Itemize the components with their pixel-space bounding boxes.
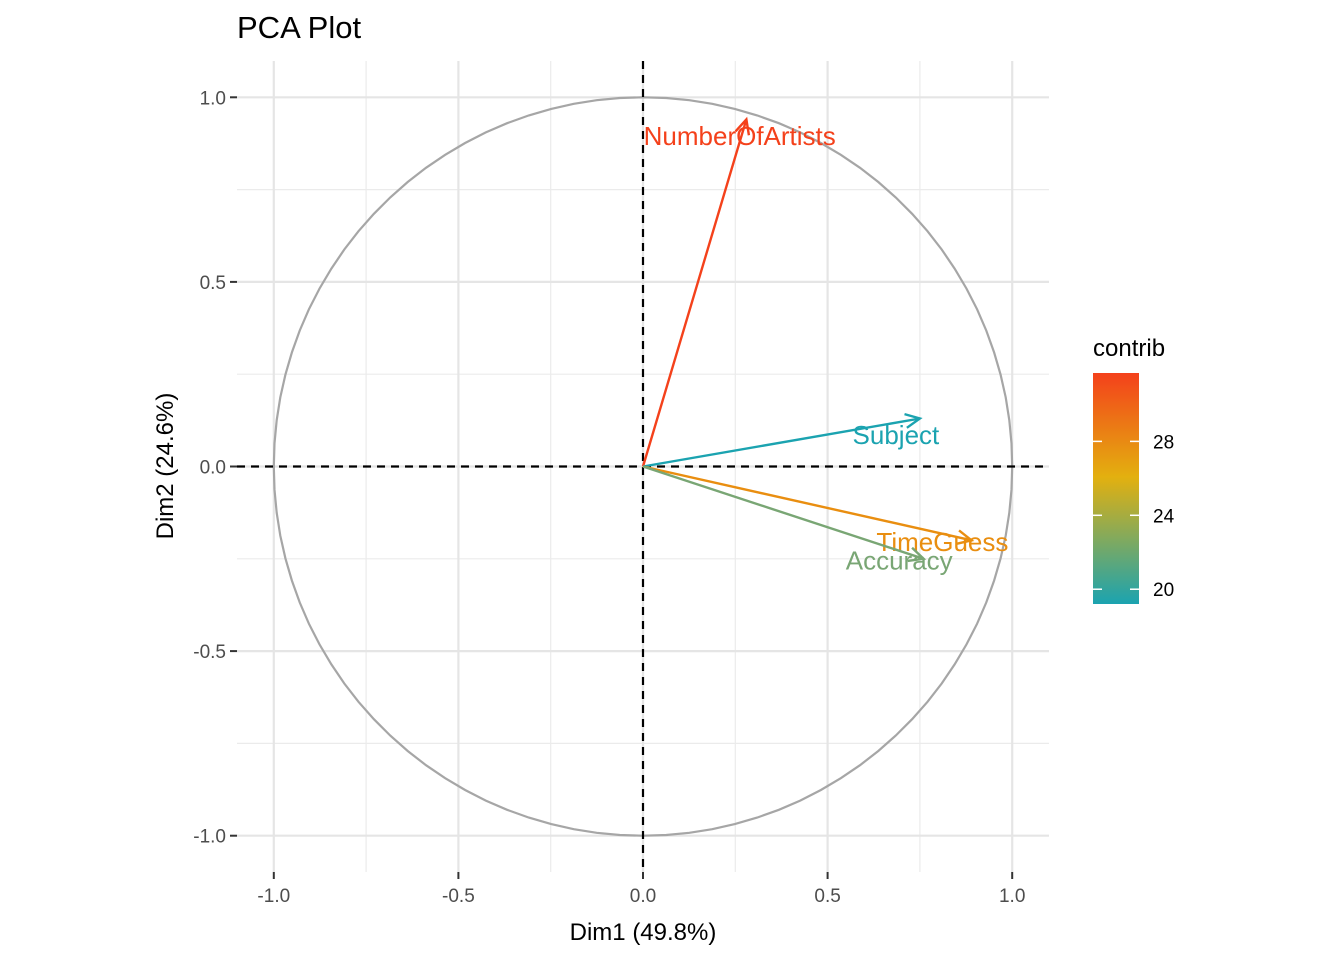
arrow-TimeGuess xyxy=(642,465,972,542)
arrow-NumberOfArtists xyxy=(641,119,748,467)
unit-circle xyxy=(272,96,1014,837)
x-axis-title: Dim1 (49.8%) xyxy=(570,919,717,946)
label-Subject: Subject xyxy=(853,420,940,450)
arrowhead-TimeGuess xyxy=(955,529,975,546)
legend-tick-label: 28 xyxy=(1153,432,1174,453)
plot-area: -1.0 -0.5 0.0 0.5 1.0 1.0 0.5 0.0 -0.5 -1.0 Number… xyxy=(193,61,1049,907)
chart-title: PCA Plot xyxy=(237,10,361,45)
arrowhead-Accuracy xyxy=(907,546,927,563)
legend-tick-label: 24 xyxy=(1153,506,1175,527)
x-tick-label: 0.0 xyxy=(630,886,656,907)
label-NumberOfArtists: NumberOfArtists xyxy=(644,121,836,151)
y-tick-label: -0.5 xyxy=(193,642,226,663)
arrow-Subject xyxy=(642,417,921,468)
x-tick-label: -1.0 xyxy=(257,886,290,907)
y-tick-label: -1.0 xyxy=(193,827,226,848)
x-tick-label: 1.0 xyxy=(999,886,1025,907)
label-Accuracy: Accuracy xyxy=(846,545,953,575)
x-tick-label: 0.5 xyxy=(814,886,840,907)
x-tick-label: -0.5 xyxy=(442,886,475,907)
y-axis-title: Dim2 (24.6%) xyxy=(152,393,179,540)
legend: contrib 28 24 20 xyxy=(1093,335,1175,604)
y-tick-label: 1.0 xyxy=(200,88,226,109)
legend-title: contrib xyxy=(1093,335,1165,362)
arrowhead-Subject xyxy=(904,412,923,429)
arrowhead-NumberOfArtists xyxy=(734,116,751,136)
y-tick-label: 0.0 xyxy=(200,458,226,479)
legend-colorbar xyxy=(1093,373,1139,604)
label-TimeGuess: TimeGuess xyxy=(876,527,1008,557)
legend-tick-label: 20 xyxy=(1153,580,1174,601)
arrow-Accuracy xyxy=(642,465,924,560)
y-tick-label: 0.5 xyxy=(200,273,226,294)
